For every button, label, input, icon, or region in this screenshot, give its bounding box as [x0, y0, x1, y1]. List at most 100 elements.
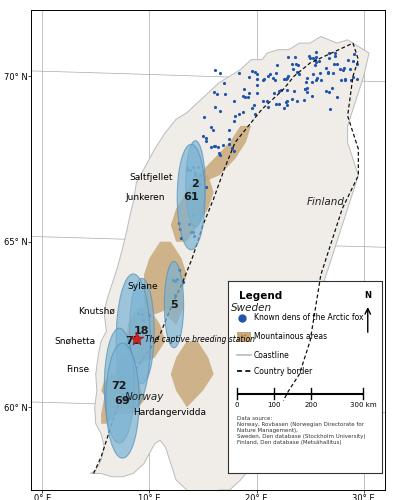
Point: [236, 70, 242, 78]
Point: [264, 72, 271, 80]
Point: [200, 132, 206, 140]
Text: 5: 5: [170, 300, 178, 310]
Point: [203, 137, 209, 145]
Text: Junkeren: Junkeren: [126, 192, 165, 202]
Point: [220, 141, 226, 149]
Point: [303, 78, 309, 86]
Point: [293, 60, 299, 68]
Point: [226, 126, 232, 134]
Point: [276, 88, 282, 96]
Point: [327, 105, 333, 113]
Text: Saltfjellet: Saltfjellet: [129, 172, 173, 182]
Point: [140, 316, 146, 324]
Point: [187, 228, 194, 236]
Point: [313, 53, 319, 61]
Point: [231, 148, 237, 156]
Point: [316, 57, 322, 65]
Point: [264, 98, 270, 106]
Point: [252, 68, 258, 76]
Text: Norway: Norway: [124, 392, 163, 402]
Point: [329, 68, 336, 76]
Point: [290, 65, 297, 73]
Point: [217, 70, 223, 78]
Text: 72: 72: [112, 380, 127, 390]
Point: [197, 180, 204, 188]
Point: [121, 372, 127, 380]
Ellipse shape: [186, 140, 205, 227]
Point: [334, 92, 340, 100]
Point: [226, 140, 232, 147]
Point: [284, 86, 290, 94]
Point: [296, 70, 302, 78]
Point: [215, 149, 222, 157]
Point: [175, 220, 182, 228]
Point: [211, 88, 217, 96]
Point: [260, 97, 266, 105]
Text: Sylane: Sylane: [127, 282, 158, 291]
Point: [208, 123, 214, 131]
Point: [208, 144, 214, 152]
Text: Finse: Finse: [66, 364, 89, 374]
Ellipse shape: [104, 328, 134, 443]
Point: [271, 89, 277, 97]
Point: [184, 164, 190, 172]
Point: [323, 64, 329, 72]
Point: [191, 171, 198, 179]
Point: [217, 107, 223, 115]
Point: [274, 60, 280, 68]
Point: [304, 88, 310, 96]
Point: [231, 112, 238, 120]
Point: [322, 86, 329, 94]
Point: [221, 80, 228, 88]
Point: [191, 169, 198, 177]
Point: [175, 266, 182, 274]
Point: [337, 65, 343, 73]
Point: [170, 276, 176, 284]
Point: [354, 75, 361, 83]
Point: [294, 97, 300, 105]
Point: [326, 88, 332, 96]
Point: [317, 70, 323, 78]
Point: [301, 96, 307, 104]
Point: [201, 113, 208, 121]
Point: [345, 56, 351, 64]
Point: [261, 76, 267, 84]
Text: Finland: Finland: [307, 197, 345, 207]
Point: [273, 100, 279, 108]
Point: [281, 75, 287, 83]
Point: [351, 50, 358, 58]
Point: [314, 74, 320, 82]
Point: [318, 76, 324, 84]
Text: Hardangervidda: Hardangervidda: [133, 408, 206, 416]
Point: [295, 62, 301, 70]
Polygon shape: [144, 242, 187, 314]
Point: [118, 376, 124, 384]
Point: [242, 93, 248, 101]
Point: [307, 54, 313, 62]
Point: [129, 392, 135, 400]
Point: [128, 396, 134, 404]
Point: [291, 87, 298, 95]
Point: [254, 70, 260, 78]
Point: [303, 84, 310, 92]
Point: [312, 48, 319, 56]
Point: [250, 101, 257, 109]
Point: [137, 333, 143, 341]
Point: [217, 150, 224, 158]
Polygon shape: [90, 36, 369, 500]
Point: [244, 92, 251, 100]
Text: 61: 61: [183, 192, 199, 202]
Point: [306, 52, 312, 60]
Polygon shape: [126, 308, 165, 364]
Point: [146, 311, 152, 319]
Point: [190, 190, 196, 198]
Text: Snøhetta: Snøhetta: [55, 336, 96, 345]
Text: Knutshø: Knutshø: [78, 306, 115, 316]
Point: [254, 75, 260, 83]
Point: [284, 98, 290, 106]
Point: [172, 278, 178, 285]
Point: [309, 92, 315, 100]
Text: Sweden: Sweden: [231, 303, 272, 313]
Polygon shape: [101, 358, 144, 424]
Point: [177, 225, 184, 233]
